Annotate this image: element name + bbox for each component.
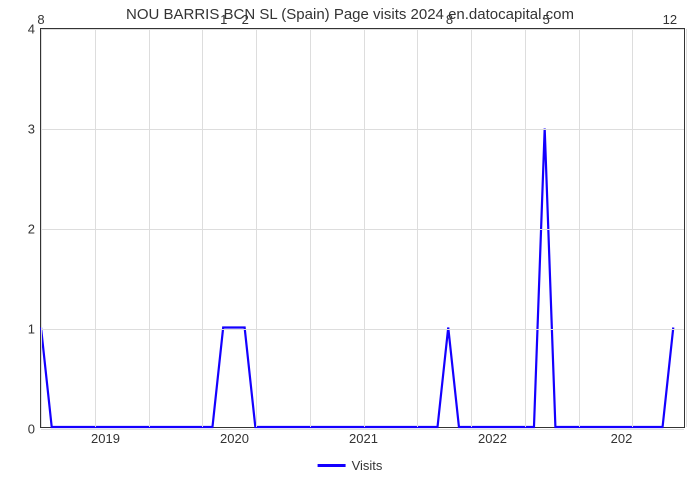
- legend: Visits: [318, 458, 383, 473]
- chart-container: NOU BARRIS BCN SL (Spain) Page visits 20…: [0, 0, 700, 500]
- x-point-label: 5: [543, 12, 550, 29]
- ytick-label: 1: [28, 322, 41, 337]
- x-year-label: 202: [611, 427, 633, 446]
- x-year-label: 2022: [478, 427, 507, 446]
- gridline-h: [41, 129, 684, 130]
- gridline-h: [41, 329, 684, 330]
- x-point-label: 12: [663, 12, 677, 29]
- gridline-v: [149, 29, 150, 427]
- x-year-label: 2019: [91, 427, 120, 446]
- x-year-label: 2020: [220, 427, 249, 446]
- gridline-v: [364, 29, 365, 427]
- gridline-v: [310, 29, 311, 427]
- x-point-label: 8: [37, 12, 44, 29]
- gridline-v: [95, 29, 96, 427]
- chart-title: NOU BARRIS BCN SL (Spain) Page visits 20…: [0, 6, 700, 23]
- gridline-v: [256, 29, 257, 427]
- gridline-v: [202, 29, 203, 427]
- legend-label: Visits: [352, 458, 383, 473]
- gridline-v: [579, 29, 580, 427]
- gridline-v: [417, 29, 418, 427]
- x-point-label: 1: [220, 12, 227, 29]
- plot-area: 0123420192020202120222028128512: [40, 28, 685, 428]
- x-year-label: 2021: [349, 427, 378, 446]
- gridline-v: [686, 29, 687, 427]
- x-point-label: 2: [242, 12, 249, 29]
- ytick-label: 2: [28, 222, 41, 237]
- gridline-v: [525, 29, 526, 427]
- gridline-h: [41, 229, 684, 230]
- x-point-label: 8: [446, 12, 453, 29]
- gridline-v: [632, 29, 633, 427]
- ytick-label: 3: [28, 122, 41, 137]
- gridline-h: [41, 29, 684, 30]
- gridline-v: [471, 29, 472, 427]
- ytick-label: 0: [28, 422, 41, 437]
- legend-swatch: [318, 464, 346, 467]
- gridline-v: [41, 29, 42, 427]
- data-line: [41, 29, 684, 427]
